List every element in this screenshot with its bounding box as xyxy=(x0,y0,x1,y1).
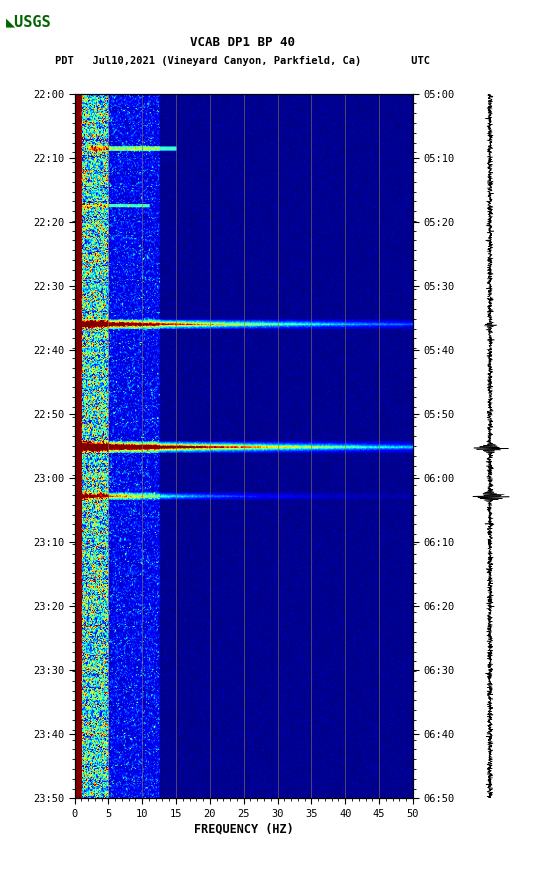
Text: PDT   Jul10,2021 (Vineyard Canyon, Parkfield, Ca)        UTC: PDT Jul10,2021 (Vineyard Canyon, Parkfie… xyxy=(55,55,431,66)
Text: VCAB DP1 BP 40: VCAB DP1 BP 40 xyxy=(190,37,295,49)
Text: ◣USGS: ◣USGS xyxy=(6,15,51,29)
X-axis label: FREQUENCY (HZ): FREQUENCY (HZ) xyxy=(194,823,294,836)
